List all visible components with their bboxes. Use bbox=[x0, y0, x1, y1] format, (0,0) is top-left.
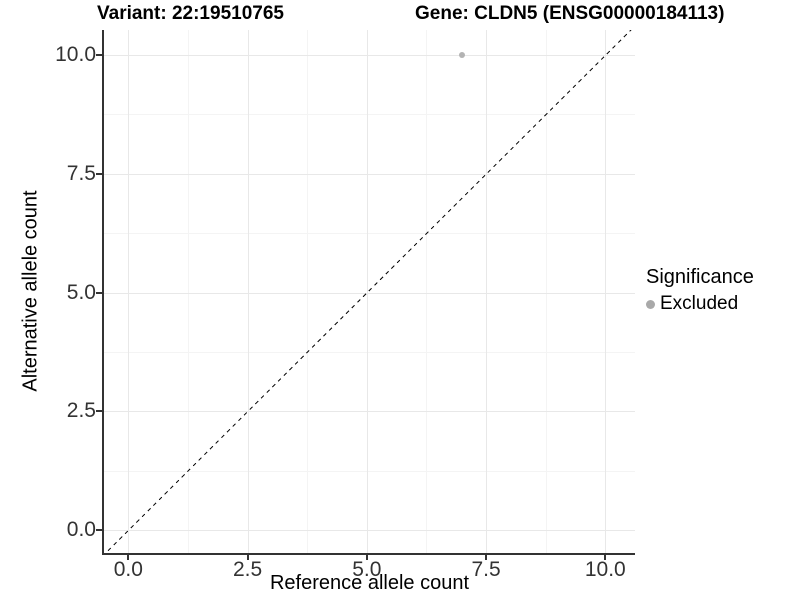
x-axis-tick bbox=[485, 554, 488, 560]
y-tick-label: 0.0 bbox=[66, 518, 96, 541]
major-gridline-horizontal bbox=[104, 55, 635, 56]
major-gridline-vertical bbox=[128, 30, 130, 553]
legend-title: Significance bbox=[646, 266, 754, 288]
y-tick-label: 5.0 bbox=[66, 280, 96, 304]
y-tick-label: 7.5 bbox=[66, 161, 96, 185]
y-axis-tick bbox=[96, 410, 102, 413]
major-gridline-horizontal bbox=[104, 173, 635, 175]
plot-title-variant: Variant: 22:19510765 bbox=[97, 3, 284, 24]
plot-panel: 0.0 2.5 5.0 7.5 10.0 0.0 2.5 5.0 7.5 10.0 bbox=[55, 30, 635, 581]
minor-gridline-vertical bbox=[545, 30, 547, 553]
y-axis-tick bbox=[96, 291, 102, 294]
minor-gridline-vertical bbox=[307, 30, 309, 553]
minor-gridline-horizontal bbox=[104, 470, 635, 472]
x-tick-label: 2.5 bbox=[232, 558, 263, 581]
panel-clip-area bbox=[104, 30, 635, 553]
major-gridline-horizontal bbox=[104, 411, 635, 413]
y-tick-label: 2.5 bbox=[66, 399, 96, 423]
y-tick-label: 10.0 bbox=[55, 43, 96, 66]
major-gridline-horizontal bbox=[104, 292, 635, 294]
legend-item-excluded: Excluded bbox=[646, 293, 754, 315]
x-tick-label: 10.0 bbox=[584, 558, 626, 581]
major-gridline-vertical bbox=[605, 30, 607, 553]
minor-gridline-horizontal bbox=[104, 351, 635, 353]
minor-gridline-vertical bbox=[187, 30, 189, 553]
minor-gridline-horizontal bbox=[104, 114, 635, 116]
data-point bbox=[459, 52, 466, 58]
x-tick-label: 5.0 bbox=[352, 558, 382, 581]
x-axis-tick bbox=[127, 554, 130, 560]
y-axis-tick bbox=[96, 54, 102, 56]
minor-gridline-vertical bbox=[426, 30, 428, 553]
major-gridline-vertical bbox=[486, 30, 488, 553]
identity-dashed-line bbox=[104, 30, 635, 553]
major-gridline-vertical bbox=[247, 30, 249, 553]
x-axis-title: Reference allele count bbox=[269, 572, 469, 594]
y-axis-tick bbox=[96, 529, 102, 531]
x-axis-tick bbox=[604, 554, 607, 560]
x-tick-label: 7.5 bbox=[471, 558, 501, 581]
x-axis-tick bbox=[365, 554, 368, 560]
major-gridline-horizontal bbox=[104, 530, 635, 531]
legend-item-label: Excluded bbox=[660, 293, 739, 314]
minor-gridline-horizontal bbox=[104, 233, 635, 235]
x-tick-label: 0.0 bbox=[113, 558, 143, 581]
legend: Significance Excluded bbox=[646, 266, 754, 315]
y-axis-tick bbox=[96, 172, 102, 175]
legend-point-icon bbox=[646, 299, 655, 309]
plot-title-gene: Gene: CLDN5 (ENSG00000184113) bbox=[415, 3, 725, 24]
x-axis-tick bbox=[246, 554, 249, 560]
